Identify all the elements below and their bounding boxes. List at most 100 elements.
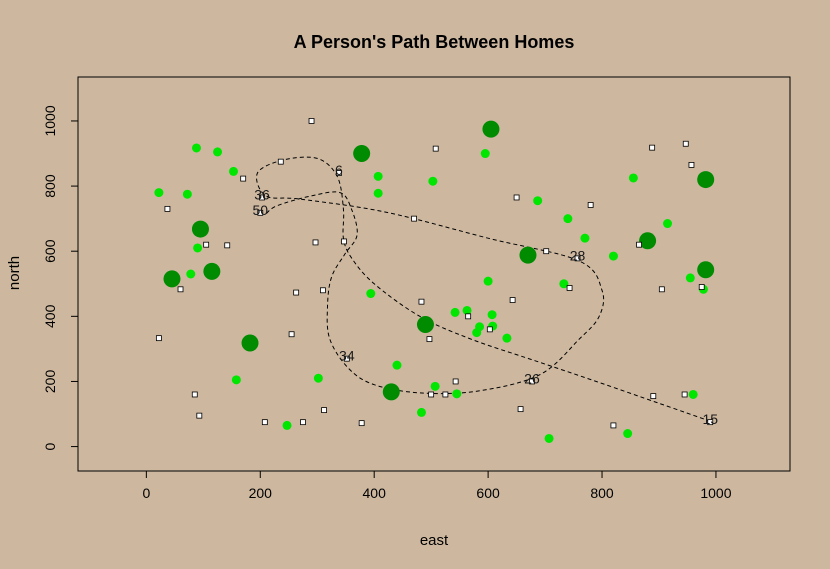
big-trees-layer [163,120,715,401]
small-tree-point [462,305,472,315]
home-point [465,313,472,320]
home-point [155,335,162,342]
home-point [240,175,247,182]
small-tree-point [502,333,512,343]
big-tree-point [697,261,715,279]
home-point [587,202,594,208]
home-point [261,419,268,426]
home-point [658,286,665,293]
person-path-line [256,156,711,422]
small-tree-point [193,243,203,253]
small-tree-point [685,273,695,283]
home-point [574,255,581,262]
x-tick-label: 1000 [700,485,731,501]
home-label: 50 [252,202,268,218]
home-point [682,140,689,147]
small-tree-point [430,381,440,391]
x-tick-label: 0 [142,485,150,501]
big-tree-point [416,315,434,333]
home-point [196,412,203,419]
home-point [707,419,714,426]
chart-title: A Person's Path Between Homes [294,32,575,52]
big-tree-point [697,171,715,189]
small-tree-point [563,214,573,224]
small-trees-layer [154,143,708,443]
y-tick-label: 0 [42,442,58,450]
home-point [452,378,459,385]
small-tree-point [229,166,239,176]
big-tree-point [482,120,500,138]
home-point [411,215,417,222]
big-tree-point [163,270,181,288]
small-tree-point [154,188,164,198]
x-axis: 0 200 400 600 800 1000 [142,470,732,501]
path-layer [256,156,711,422]
home-label: 34 [339,348,355,364]
small-tree-point [628,173,638,183]
home-label: 36 [254,186,270,202]
home-point [341,238,347,245]
home-point [649,144,656,151]
home-point [418,298,425,305]
small-tree-point [688,389,698,399]
home-point [358,420,365,427]
home-point [636,241,642,248]
small-tree-point [475,322,485,332]
small-tree-point [191,143,201,153]
x-tick-label: 600 [476,485,500,501]
y-tick-label: 1000 [42,105,58,136]
small-tree-point [213,147,223,157]
home-point [259,194,265,201]
big-tree-point [519,246,537,264]
y-tick-label: 800 [42,174,58,198]
home-point [203,241,210,248]
home-point [293,289,300,296]
home-point [529,378,535,385]
home-point [312,239,319,246]
home-label: 6 [335,162,343,178]
small-tree-point [231,375,241,385]
small-tree-point [373,171,383,181]
small-tree-point [608,251,618,261]
home-point [191,391,198,398]
home-point [432,145,439,152]
home-point [308,118,315,124]
home-label: 28 [570,247,586,263]
home-point [164,205,171,212]
small-tree-point [428,176,438,186]
small-tree-point [416,407,426,417]
home-point [321,407,327,414]
small-tree-point [366,289,376,299]
y-tick-label: 400 [42,304,58,328]
home-point [543,248,550,255]
home-label: 15 [702,411,718,427]
small-tree-point [544,433,554,443]
big-tree-point [203,262,221,280]
small-tree-point [487,310,497,320]
x-tick-label: 800 [590,485,614,501]
home-point [177,286,184,293]
y-tick-label: 600 [42,239,58,263]
small-tree-point [452,389,462,399]
home-label: 26 [524,370,540,386]
x-tick-label: 200 [249,485,273,501]
small-tree-point [282,420,292,430]
home-point [509,297,516,303]
small-tree-point [623,429,633,439]
home-point [428,391,435,398]
home-point [486,326,493,333]
home-point [650,393,657,400]
big-tree-point [353,145,371,163]
home-point [442,391,449,398]
home-point [610,422,617,429]
homes-layer [155,118,714,429]
big-tree-point [382,383,400,401]
small-tree-point [450,307,460,317]
small-tree-point [533,196,543,206]
home-point [224,242,231,249]
small-tree-point [580,233,590,243]
home-point [257,209,264,216]
x-tick-label: 400 [363,485,387,501]
small-tree-point [663,219,673,229]
